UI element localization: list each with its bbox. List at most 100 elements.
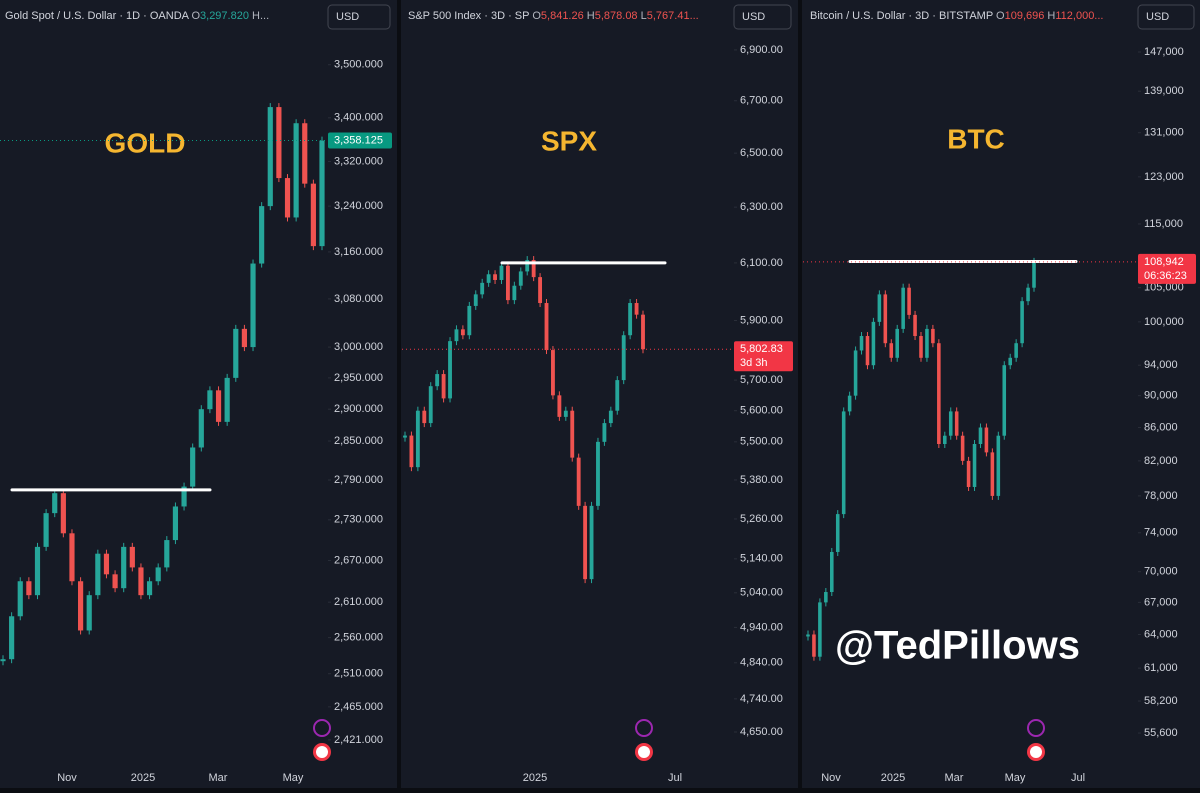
candle: [250, 263, 256, 348]
y-tick-label: 74,000: [1144, 527, 1178, 539]
candle: [1026, 287, 1030, 302]
header-part: 3,297.820: [200, 10, 249, 22]
candle: [499, 265, 504, 280]
header-part: 5,878.08: [595, 10, 638, 22]
candle: [859, 336, 864, 351]
candle: [284, 178, 291, 218]
candle: [641, 314, 645, 350]
candle: [276, 107, 282, 179]
candle: [95, 553, 101, 596]
candle: [60, 493, 66, 534]
x-tick-label: Jul: [1071, 772, 1085, 784]
candle: [505, 265, 510, 301]
watermark: @TedPillows: [835, 624, 1080, 668]
candle: [121, 546, 127, 589]
y-tick-label: 3,320.000: [334, 155, 383, 167]
candle: [824, 592, 828, 603]
header-part: 109,696: [1005, 10, 1045, 22]
x-tick-label: May: [283, 772, 304, 784]
candle: [830, 551, 834, 593]
candle: [943, 435, 947, 444]
candle: [0, 659, 6, 662]
candle: [52, 493, 58, 514]
candle: [583, 505, 588, 580]
panel-bg: [802, 0, 1200, 788]
candle: [990, 452, 995, 496]
candle: [454, 329, 459, 342]
candle: [9, 616, 15, 660]
candle: [215, 390, 222, 422]
x-tick-label: Mar: [945, 772, 964, 784]
header-part: O: [996, 10, 1005, 22]
y-tick-label: 78,000: [1144, 490, 1178, 502]
chart-header: S&P 500 Index · 3D · SP O5,841.26 H5,878…: [408, 10, 699, 22]
y-tick-label: 6,700.00: [740, 95, 783, 107]
icon: [1030, 746, 1042, 758]
candle: [883, 294, 888, 344]
candle: [69, 533, 75, 582]
candle: [525, 260, 530, 272]
x-tick-label: May: [1005, 772, 1026, 784]
y-tick-label: 100,000: [1144, 316, 1184, 328]
icon: [1027, 719, 1045, 737]
candle: [608, 410, 613, 424]
candle: [634, 303, 639, 315]
candle: [198, 409, 204, 448]
candle: [448, 341, 452, 399]
last-price-label: 5,802.83: [740, 343, 783, 355]
panel-bg: [0, 0, 397, 788]
candle: [164, 540, 170, 568]
y-tick-label: 82,000: [1144, 455, 1178, 467]
y-tick-label: 5,260.00: [740, 513, 783, 525]
candle: [224, 377, 230, 422]
y-tick-label: 5,380.00: [740, 474, 783, 486]
candle: [972, 443, 977, 487]
last-price-box: [328, 132, 392, 149]
candle: [1020, 301, 1024, 344]
y-tick-label: 2,465.000: [334, 701, 383, 713]
candle: [966, 460, 971, 487]
candle: [78, 581, 84, 631]
candle: [865, 336, 870, 366]
header-part: H: [1044, 10, 1055, 22]
header-part: 5,841.26: [541, 10, 584, 22]
candle: [409, 435, 414, 468]
candle: [129, 546, 135, 568]
y-tick-label: 58,200: [1144, 695, 1178, 707]
y-tick-label: 131,000: [1144, 127, 1184, 139]
header-part: O: [191, 10, 200, 22]
candle: [415, 410, 420, 468]
candle: [518, 271, 523, 286]
icon: [313, 719, 331, 737]
last-price-label: 3,358.125: [334, 134, 383, 146]
candle: [181, 486, 187, 507]
countdown: 3d 3h: [740, 357, 768, 369]
candle: [877, 294, 882, 322]
candle: [512, 285, 517, 301]
y-tick-label: 5,700.00: [740, 374, 783, 386]
candle: [1032, 261, 1036, 288]
candle: [551, 350, 555, 396]
y-tick-label: 147,000: [1144, 46, 1184, 58]
candle: [531, 260, 536, 278]
x-tick-label: Nov: [821, 772, 841, 784]
candle: [259, 206, 265, 264]
y-tick-label: 2,950.000: [334, 372, 383, 384]
currency-label: USD: [742, 11, 765, 23]
last-price-box: [1138, 253, 1196, 284]
icon: [638, 746, 650, 758]
y-tick-label: 6,500.00: [740, 147, 783, 159]
y-tick-label: 2,510.000: [334, 668, 383, 680]
candle: [1014, 343, 1018, 358]
candle: [486, 274, 491, 283]
candle: [589, 505, 594, 580]
candle: [841, 411, 846, 515]
candle: [602, 423, 607, 442]
candle: [190, 447, 196, 487]
candle: [996, 435, 1001, 496]
candle: [812, 634, 816, 657]
y-tick-label: 2,670.000: [334, 554, 383, 566]
candle: [948, 411, 953, 436]
candle: [576, 457, 581, 506]
